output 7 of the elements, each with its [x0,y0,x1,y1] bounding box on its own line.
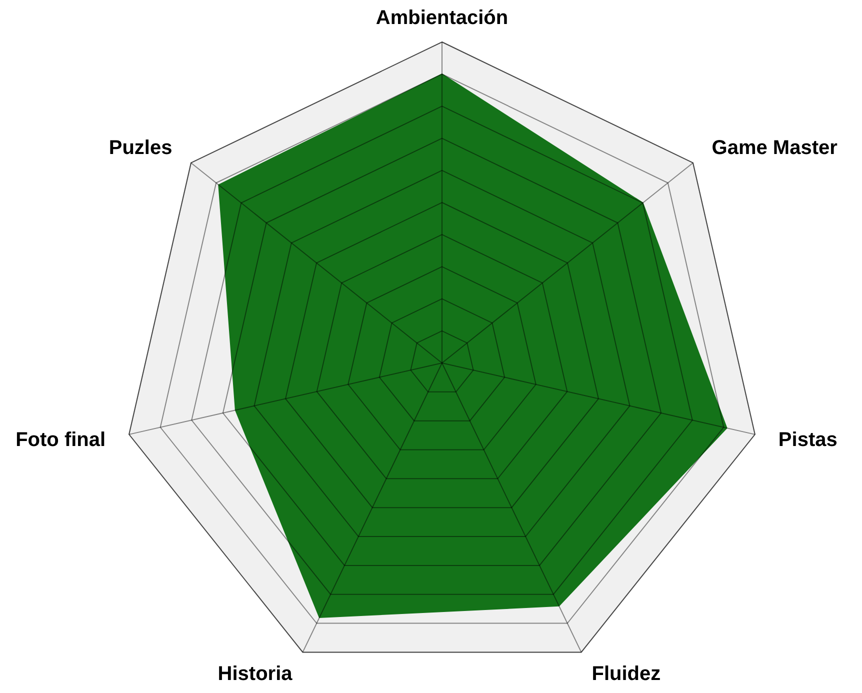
spoke-label: Ambientación [376,6,508,29]
spoke-label: Foto final [16,428,106,451]
spoke-label: Fluidez [592,662,661,685]
spoke-label: Puzles [108,136,172,159]
spoke-label: Historia [218,662,294,685]
spoke-label: Pistas [778,428,838,451]
spoke-label: Game Master [712,136,838,159]
